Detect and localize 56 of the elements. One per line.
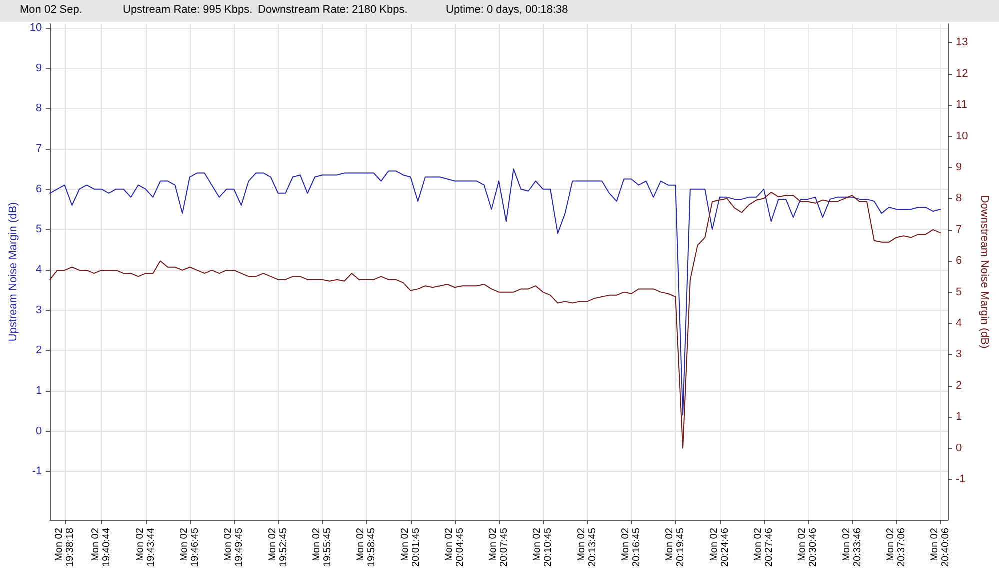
y-tick-label: 5: [36, 224, 42, 236]
x-tick-label: Mon 02 19:40:44: [90, 528, 113, 568]
y-tick-label: 7: [36, 143, 42, 156]
x-tick-label: Mon 02 20:07:45: [488, 528, 510, 568]
y-axis-title: Upstream Noise Margin (dB): [8, 202, 20, 342]
y2-tick-label: 4: [956, 318, 962, 330]
y2-tick-label: 0: [956, 442, 962, 454]
x-tick-label: Mon 02 19:58:45: [356, 528, 378, 568]
line-series: [50, 168, 942, 416]
x-tick-label: Mon 02 20:27:46: [753, 528, 776, 568]
y2-tick-label: 5: [956, 286, 962, 298]
text: Downstream Rate: 2180 Kbps.: [258, 4, 408, 16]
x-tick-label: Mon 02 20:30:46: [797, 528, 820, 568]
x-tick-label: Mon 02 19:38:18: [54, 528, 76, 568]
y2-tick-label: 9: [956, 162, 962, 174]
y-tick-label: 6: [36, 183, 42, 196]
x-tick-label: Mon 02 20:10:45: [532, 528, 554, 568]
y2-tick-label: 13: [956, 36, 968, 49]
x-tick-label: Mon 02 20:04:45: [444, 528, 466, 568]
y2-tick-label: 2: [956, 380, 962, 392]
y-tick-label: 9: [36, 62, 42, 74]
x-tick-label: Mon 02 20:13:45: [576, 528, 598, 568]
y-tick-label: 1: [36, 385, 42, 398]
y-tick-label: 10: [30, 22, 42, 34]
x-tick-label: Mon 02 19:46:45: [178, 528, 201, 568]
y2-tick-label: 10: [956, 130, 968, 142]
y2-tick-label: 11: [956, 99, 968, 112]
x-tick-label: Mon 02 19:43:44: [134, 528, 157, 568]
x-tick-label: Mon 02 20:01:45: [400, 528, 422, 568]
y2-tick-label: 7: [956, 224, 962, 236]
y2-tick-label: 6: [956, 255, 962, 268]
y-tick-label: 0: [36, 425, 42, 438]
y2-tick-label: 8: [956, 192, 962, 205]
y-tick-label: 2: [36, 344, 42, 357]
y2-tick-label: 12: [956, 68, 968, 80]
x-tick-label: Mon 02 20:16:45: [620, 528, 643, 568]
x-tick-label: Mon 02 19:52:45: [267, 528, 290, 568]
y-tick-label: 3: [36, 304, 42, 316]
x-tick-label: Mon 02 20:33:46: [841, 528, 864, 568]
x-tick-label: Mon 02 20:37:06: [885, 528, 908, 568]
x-tick-label: Mon 02 20:40:06: [930, 528, 952, 568]
x-tick-label: Mon 02 19:49:45: [223, 528, 246, 568]
y2-axis-title: Downstream Noise Margin (dB): [978, 195, 991, 349]
text: Mon 02 Sep.: [20, 4, 82, 16]
y-tick-label: -1: [32, 466, 42, 478]
text: Upstream Rate: 995 Kbps.: [123, 4, 253, 16]
x-tick-label: Mon 02 19:55:45: [311, 528, 334, 568]
line-series: [50, 192, 942, 449]
y-tick-label: 8: [36, 102, 42, 115]
y-tick-label: 4: [36, 264, 42, 276]
x-tick-label: Mon 02 20:19:45: [664, 528, 687, 568]
y2-tick-label: -1: [956, 474, 966, 486]
text: Uptime: 0 days, 00:18:38: [446, 4, 568, 16]
y2-tick-label: 1: [956, 411, 962, 424]
x-tick-label: Mon 02 20:24:46: [708, 528, 731, 568]
y2-tick-label: 3: [956, 348, 962, 361]
